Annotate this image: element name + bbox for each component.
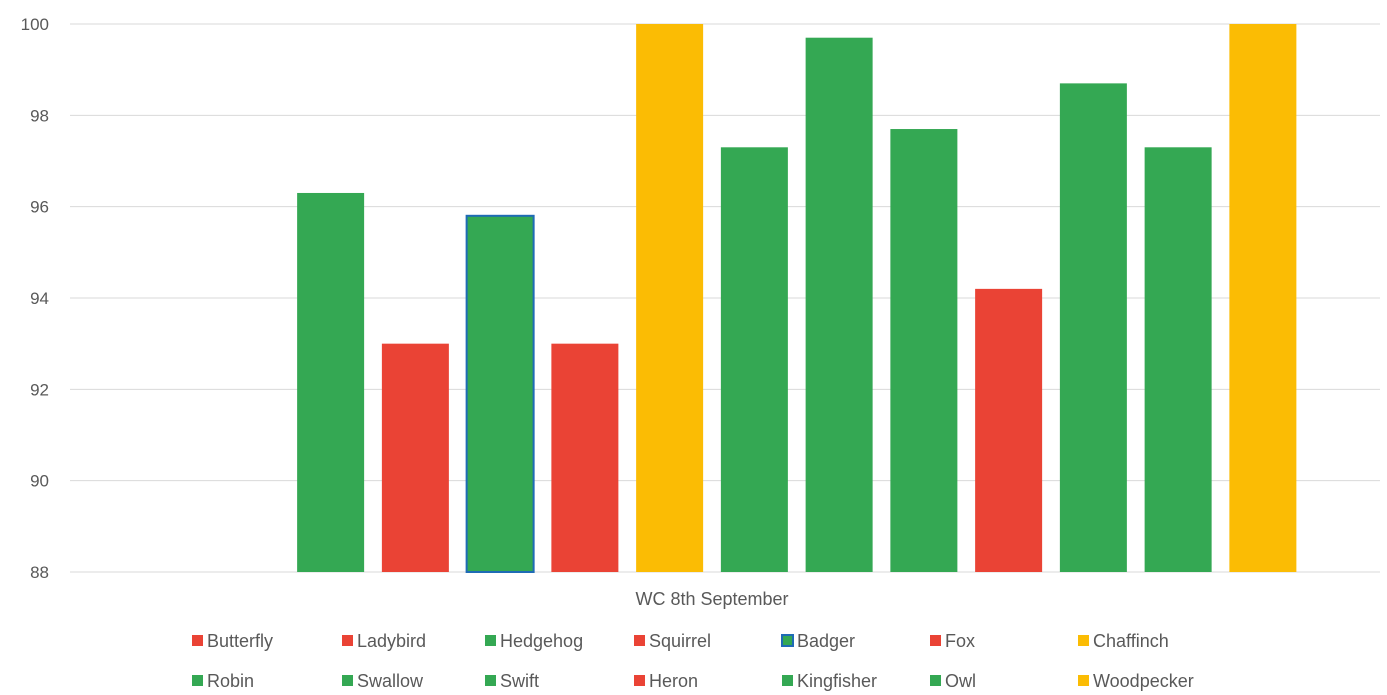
legend-label: Badger xyxy=(797,631,855,651)
legend-label: Robin xyxy=(207,671,254,691)
y-tick-label: 88 xyxy=(30,563,49,582)
legend-swatch xyxy=(342,635,353,646)
legend-item-fox[interactable]: Fox xyxy=(930,631,975,651)
y-tick-label: 90 xyxy=(30,472,49,491)
legend-swatch xyxy=(192,635,203,646)
y-tick-label: 96 xyxy=(30,198,49,217)
legend-item-badger[interactable]: Badger xyxy=(781,631,855,651)
bar-squirrel[interactable] xyxy=(381,343,449,572)
bar-chaffinch[interactable] xyxy=(636,24,704,572)
bar-woodpecker[interactable] xyxy=(1229,24,1297,572)
legend-item-kingfisher[interactable]: Kingfisher xyxy=(782,671,877,691)
legend-swatch xyxy=(634,675,645,686)
legend-item-butterfly[interactable]: Butterfly xyxy=(192,631,273,651)
legend-swatch xyxy=(342,675,353,686)
legend-label: Swallow xyxy=(357,671,424,691)
legend-label: Kingfisher xyxy=(797,671,877,691)
legend-swatch xyxy=(781,634,794,647)
legend-swatch xyxy=(485,675,496,686)
y-tick-label: 100 xyxy=(21,15,49,34)
bar-fox[interactable] xyxy=(551,343,619,572)
bar-badger[interactable] xyxy=(465,214,535,574)
y-axis-tick-labels: 88 90 92 94 96 98 100 xyxy=(21,15,49,582)
legend-item-owl[interactable]: Owl xyxy=(930,671,976,691)
bars xyxy=(297,24,1297,574)
legend[interactable]: Butterfly Ladybird Hedgehog Squirrel Badger F… xyxy=(192,631,1194,691)
legend-swatch xyxy=(930,675,941,686)
legend-swatch xyxy=(634,635,645,646)
legend-item-hedgehog[interactable]: Hedgehog xyxy=(485,631,583,651)
y-tick-label: 92 xyxy=(30,380,49,399)
legend-item-robin[interactable]: Robin xyxy=(192,671,254,691)
legend-label: Butterfly xyxy=(207,631,273,651)
bar-kingfisher[interactable] xyxy=(1059,83,1127,572)
legend-item-swift[interactable]: Swift xyxy=(485,671,539,691)
legend-item-woodpecker[interactable]: Woodpecker xyxy=(1078,671,1194,691)
legend-label: Hedgehog xyxy=(500,631,583,651)
y-tick-label: 94 xyxy=(30,289,49,308)
legend-swatch xyxy=(485,635,496,646)
bar-owl[interactable] xyxy=(1144,147,1212,573)
legend-item-squirrel[interactable]: Squirrel xyxy=(634,631,711,651)
bar-swift[interactable] xyxy=(890,129,958,573)
legend-item-swallow[interactable]: Swallow xyxy=(342,671,424,691)
legend-swatch xyxy=(930,635,941,646)
bar-robin[interactable] xyxy=(720,147,788,573)
y-tick-label: 98 xyxy=(30,106,49,125)
legend-label: Swift xyxy=(500,671,539,691)
legend-swatch xyxy=(1078,675,1089,686)
x-axis-category-labels: WC 8th September xyxy=(635,589,788,609)
legend-label: Chaffinch xyxy=(1093,631,1169,651)
bar-swallow[interactable] xyxy=(805,37,873,572)
legend-swatch xyxy=(192,675,203,686)
legend-item-chaffinch[interactable]: Chaffinch xyxy=(1078,631,1169,651)
legend-label: Heron xyxy=(649,671,698,691)
bar-hedgehog[interactable] xyxy=(297,192,365,572)
bar-heron[interactable] xyxy=(975,288,1043,572)
legend-label: Squirrel xyxy=(649,631,711,651)
legend-swatch xyxy=(1078,635,1089,646)
x-category-label: WC 8th September xyxy=(635,589,788,609)
legend-label: Ladybird xyxy=(357,631,426,651)
legend-label: Fox xyxy=(945,631,975,651)
legend-swatch xyxy=(782,675,793,686)
legend-label: Owl xyxy=(945,671,976,691)
legend-item-ladybird[interactable]: Ladybird xyxy=(342,631,426,651)
legend-item-heron[interactable]: Heron xyxy=(634,671,698,691)
legend-label: Woodpecker xyxy=(1093,671,1194,691)
